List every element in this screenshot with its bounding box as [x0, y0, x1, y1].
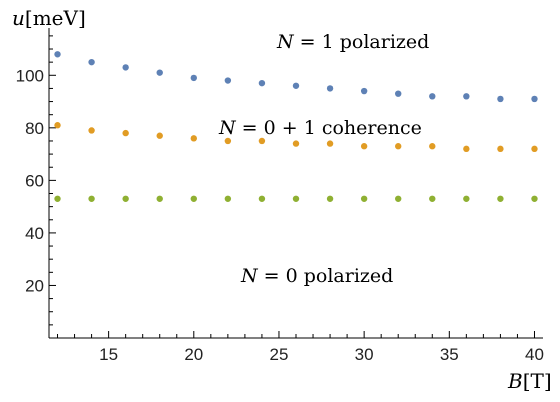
data-point-series-1 — [292, 82, 300, 89]
data-point-series-3 — [122, 195, 129, 202]
data-point-series-3 — [190, 195, 197, 202]
data-point-series-1 — [531, 95, 538, 103]
data-point-series-3 — [429, 195, 436, 202]
data-point-series-3 — [463, 195, 470, 202]
data-point-series-1 — [326, 85, 334, 92]
data-point-series-3 — [395, 195, 402, 202]
data-point-series-2 — [224, 137, 232, 145]
data-point-series-2 — [360, 143, 368, 150]
data-point-series-1 — [463, 93, 470, 100]
data-point-series-2 — [292, 140, 300, 147]
data-point-series-2 — [258, 137, 266, 145]
data-point-series-3 — [326, 195, 334, 202]
x-axis-title: B[T] — [507, 369, 552, 393]
x-tick-label: 40 — [525, 345, 544, 364]
data-point-series-1 — [54, 51, 61, 58]
data-point-series-3 — [292, 195, 300, 202]
data-point-series-1 — [156, 69, 163, 76]
x-tick-label: 20 — [184, 345, 203, 364]
data-point-series-2 — [122, 129, 129, 137]
y-tick-label: 80 — [25, 119, 44, 138]
x-tick-label: 30 — [355, 345, 374, 364]
data-point-series-3 — [156, 195, 163, 202]
data-point-series-1 — [258, 79, 266, 87]
x-tick-label: 25 — [270, 345, 289, 364]
x-ticks: 15 20 25 30 35 40 — [57, 331, 544, 364]
x-tick-label: 15 — [99, 345, 118, 364]
data-point-series-3 — [88, 195, 95, 202]
annotation-n0-polarized: N = 0 polarized — [240, 265, 393, 287]
data-point-series-1 — [497, 95, 504, 103]
data-point-series-3 — [531, 195, 538, 202]
data-point-series-2 — [190, 135, 197, 142]
data-point-series-1 — [224, 77, 232, 84]
data-point-series-1 — [360, 87, 368, 95]
annotation-coherence: N = 0 + 1 coherence — [218, 117, 422, 139]
data-point-series-2 — [54, 122, 61, 129]
data-point-series-2 — [395, 143, 402, 150]
data-point-series-2 — [497, 145, 504, 153]
data-point-series-3 — [258, 195, 266, 202]
data-point-series-2 — [156, 132, 163, 139]
y-tick-label: 60 — [25, 171, 44, 190]
y-axis-title: u[meV] — [12, 6, 86, 30]
data-point-series-3 — [497, 195, 504, 202]
annotation-n1-polarized: N = 1 polarized — [276, 31, 429, 53]
y-tick-label: 40 — [25, 224, 44, 243]
data-point-series-1 — [395, 90, 402, 97]
data-point-series-2 — [88, 127, 95, 134]
y-ticks: 20 40 60 80 100 — [16, 35, 56, 326]
data-point-series-2 — [429, 143, 436, 150]
data-point-series-3 — [54, 195, 61, 202]
data-point-series-2 — [463, 145, 470, 153]
y-tick-label: 100 — [16, 66, 44, 85]
axes: 15 20 25 30 35 40 20 40 60 80 100 — [16, 28, 544, 364]
data-point-series-2 — [531, 145, 538, 153]
data-points — [54, 51, 538, 202]
data-point-series-3 — [360, 195, 368, 202]
data-point-series-1 — [429, 93, 436, 100]
data-point-series-2 — [326, 140, 334, 147]
data-point-series-1 — [190, 74, 197, 82]
data-point-series-1 — [88, 58, 95, 66]
x-tick-label: 35 — [440, 345, 459, 364]
data-point-series-1 — [122, 64, 129, 71]
y-tick-label: 20 — [25, 276, 44, 295]
data-point-series-3 — [224, 195, 232, 202]
